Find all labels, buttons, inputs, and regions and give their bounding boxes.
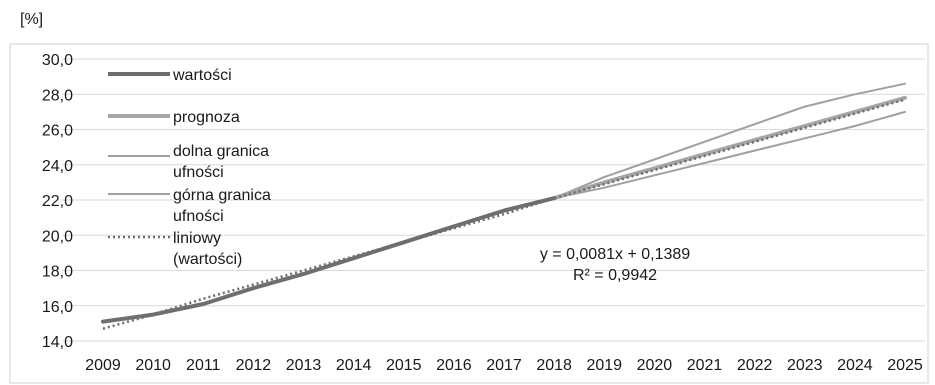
plot-frame [9,43,929,384]
y-axis-ticks: 30,0 28,0 26,0 24,0 22,0 20,0 18,0 16,0 14,0 [42,52,73,351]
x-tick-label: 2015 [386,357,422,374]
x-tick-label: 2011 [186,357,221,374]
x-tick-label: 2020 [637,357,673,374]
y-tick-label: 20,0 [42,228,73,245]
y-tick-label: 28,0 [42,87,73,104]
x-tick-label: 2023 [787,357,823,374]
legend-label-4: liniowy (wartości) [173,230,242,268]
x-axis-ticks: 2009 2010 2011 2012 2013 2014 2015 2016 2017 2018… [85,357,923,374]
legend: wartości prognoza dolna granica ufności górn… [108,67,271,268]
x-tick-label: 2017 [486,357,522,374]
x-tick-label: 2010 [135,357,171,374]
y-tick-label: 14,0 [42,334,73,351]
y-tick-label: 30,0 [42,52,73,69]
x-tick-label: 2009 [85,357,121,374]
unit-label: [%] [20,11,43,28]
series-line-3 [553,82,906,200]
series-line-0 [101,196,557,324]
x-tick-label: 2014 [336,357,372,374]
x-tick-label: 2018 [536,357,572,374]
legend-label-0: wartości [172,67,232,84]
legend-label-3: górna granica ufności [173,187,271,225]
x-tick-label: 2025 [887,357,923,374]
x-tick-label: 2012 [236,357,272,374]
y-tick-label: 22,0 [42,193,73,210]
x-tick-label: 2016 [436,357,472,374]
r-squared-label: R² = 0,9942 [573,267,657,284]
x-tick-label: 2019 [586,357,622,374]
series-lines [101,82,907,330]
y-tick-label: 26,0 [42,123,73,140]
x-tick-label: 2022 [737,357,773,374]
series-line-1 [552,95,907,201]
x-tick-label: 2021 [687,357,723,374]
legend-label-1: prognoza [173,109,240,126]
x-tick-label: 2013 [286,357,322,374]
y-tick-label: 16,0 [42,299,73,316]
series-line-2 [553,110,906,200]
trendline-equation: y = 0,0081x + 0,1389 [540,246,690,263]
x-tick-label: 2024 [837,357,873,374]
y-tick-label: 18,0 [42,264,73,281]
gridlines [62,58,925,342]
legend-label-2: dolna granica ufności [173,143,269,181]
series-line-4 [102,98,906,330]
y-tick-label: 24,0 [42,158,73,175]
